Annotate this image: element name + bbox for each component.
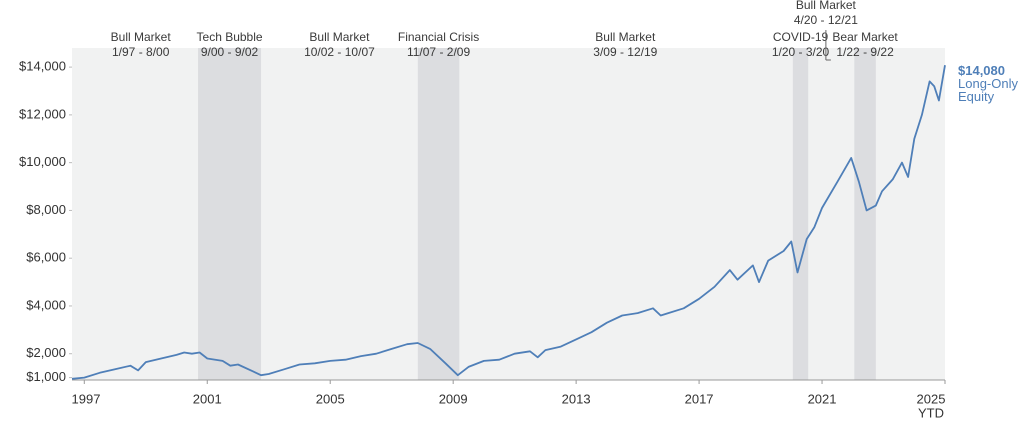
series-name: Long-Only Equity [958,76,1018,104]
x-tick-label: 2009 [439,391,468,406]
period-label: Bull Market [595,30,656,44]
y-tick-label: $2,000 [26,345,66,360]
period-dates: 3/09 - 12/19 [593,45,657,59]
x-tick-label: 2021 [808,391,837,406]
y-tick-label: $6,000 [26,250,66,265]
period-dates: 1/97 - 8/00 [112,45,170,59]
period-label: Tech Bubble [197,30,263,44]
period-shade [792,48,809,380]
y-tick-label: $14,000 [19,59,66,74]
period-label: Bull Market [796,0,857,12]
period-label: Financial Crisis [398,30,479,44]
x-tick-note: YTD [918,405,944,420]
end-value-label: $14,080 [958,63,1005,78]
series-line [71,65,946,380]
y-tick-label: $10,000 [19,154,66,169]
period-dates: 1/20 - 3/20 [772,45,830,59]
y-tick-label: $8,000 [26,202,66,217]
x-tick-label: 2017 [685,391,714,406]
period-label: Bear Market [832,30,898,44]
period-dates: 9/00 - 9/02 [201,45,259,59]
period-dates: 1/22 - 9/22 [836,45,894,59]
period-dates: 11/07 - 2/09 [407,45,470,59]
x-tick-label: 2001 [193,391,222,406]
end-label: $14,080 Long-Only Equity [958,64,1024,103]
y-tick-label: $12,000 [19,106,66,121]
period-shade [854,48,876,380]
period-label: Bull Market [309,30,370,44]
x-tick-label: 2005 [316,391,345,406]
period-shade [417,48,460,380]
period-label: COVID-19 [773,30,829,44]
period-dates: 4/20 - 12/21 [794,13,858,27]
x-tick-label: 1997 [72,391,101,406]
x-tick-label: 2013 [562,391,591,406]
period-shade [198,48,262,380]
period-dates: 10/02 - 10/07 [304,45,375,59]
period-label: Bull Market [111,30,172,44]
y-tick-label: $1,000 [26,369,66,384]
y-tick-label: $4,000 [26,297,66,312]
x-tick-label: 2025 [917,391,946,406]
